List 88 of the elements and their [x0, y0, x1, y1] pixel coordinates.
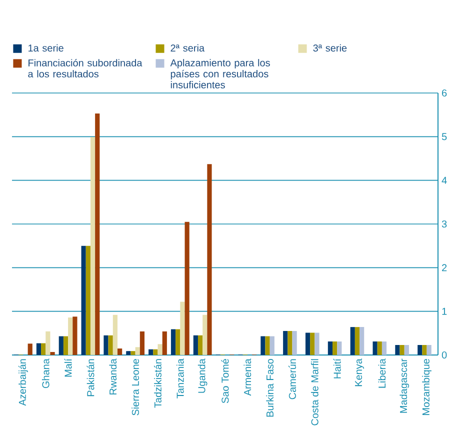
y-tick-label: 1: [442, 308, 447, 315]
x-tick-label: Madagascar: [400, 358, 410, 413]
bar: [360, 327, 364, 356]
bar: [58, 336, 64, 356]
bar: [337, 341, 342, 356]
x-tick-label: Camerún: [288, 359, 296, 400]
bar: [90, 137, 96, 356]
bar: [112, 314, 118, 356]
y-tick-label: 2: [442, 264, 447, 272]
x-tick-label: Costa de Marfil: [311, 359, 318, 426]
y-tick-label: 0: [442, 351, 447, 359]
bar: [180, 302, 185, 356]
bar: [108, 335, 113, 356]
x-tick-label: Sierra Leone: [132, 359, 139, 416]
bar: [193, 335, 198, 356]
bar: [292, 330, 297, 356]
bar: [126, 351, 131, 356]
x-tick-label: Liberia: [378, 358, 386, 388]
x-tick-label: Rwanda: [109, 358, 117, 394]
x-tick-label: Azerbaiján: [18, 359, 28, 406]
legend-label: 1a serie: [28, 44, 64, 52]
bar: [104, 335, 108, 356]
bar: [117, 348, 122, 356]
y-tick-label: 4: [442, 176, 447, 184]
bar: [328, 341, 333, 356]
bar: [153, 349, 158, 356]
bar: [28, 344, 32, 356]
y-tick-label: 6: [442, 89, 447, 97]
bar: [198, 335, 203, 356]
bar: [354, 327, 360, 356]
bar: [270, 336, 274, 356]
bar: [46, 331, 50, 356]
bar: [50, 352, 55, 356]
bar: [86, 246, 90, 356]
bar: [260, 336, 266, 356]
bar: [426, 344, 432, 356]
x-tick-label: Ghana: [42, 358, 50, 388]
legend-label: 3ª serie: [313, 44, 347, 52]
bar: [95, 114, 100, 356]
bar: [418, 344, 422, 356]
bar: [288, 330, 292, 356]
bar: [176, 329, 180, 356]
x-tick-label: Uganda: [198, 358, 208, 393]
bar: [81, 246, 86, 356]
bar: [305, 332, 310, 356]
bar: [350, 327, 355, 356]
x-tick-label: Tadzikistán: [154, 359, 162, 408]
y-tick-label: 5: [442, 133, 447, 140]
bar: [162, 331, 167, 356]
bar: [63, 336, 68, 356]
legend-label: Aplazamiento para los países con resultados insuficientes: [170, 59, 270, 88]
bar: [395, 344, 400, 356]
bar: [283, 330, 288, 356]
bar: [184, 222, 190, 356]
x-tick-label: Pakistán: [86, 359, 94, 396]
x-tick-label: Malí: [64, 358, 72, 377]
bar: [310, 332, 315, 356]
bar: [36, 343, 42, 356]
bar: [170, 329, 176, 356]
x-tick-label: Sao Tomé: [221, 358, 229, 404]
bar: [135, 347, 140, 356]
bar: [207, 164, 212, 356]
bar: [148, 349, 154, 356]
legend-label: Financiación subordinada a los resultados: [28, 58, 142, 78]
y-tick-label: 3: [442, 220, 447, 228]
x-tick-label: Tanzania: [176, 358, 184, 398]
bar: [130, 351, 136, 356]
x-tick-label: Haití: [333, 358, 341, 378]
x-tick-label: Armenia: [244, 358, 252, 396]
bar: [72, 316, 78, 356]
bar: [265, 336, 270, 356]
x-tick-label: Burkina Faso: [266, 358, 274, 417]
bar: [314, 332, 320, 356]
bar: [41, 343, 46, 356]
bar: [68, 317, 73, 356]
legend-label: 2ª seria: [170, 44, 205, 52]
bar: [404, 344, 409, 356]
bar: [382, 341, 387, 356]
bar: [332, 341, 338, 356]
bar: [158, 344, 162, 356]
bar: [400, 344, 404, 356]
bar: [377, 341, 382, 356]
x-tick-label: Kenya: [355, 358, 364, 386]
bar: [202, 314, 208, 356]
x-tick-label: Mozambique: [422, 358, 432, 415]
bar: [372, 341, 378, 356]
bar: [422, 344, 427, 356]
bar: [140, 331, 145, 356]
